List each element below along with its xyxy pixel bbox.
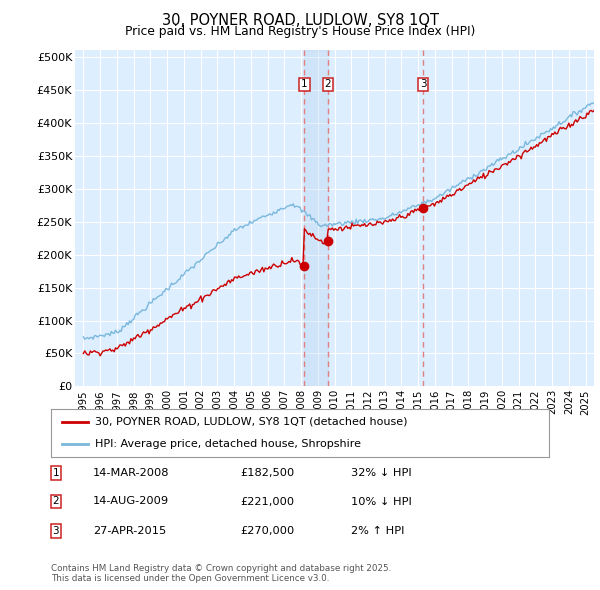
Text: 3: 3 — [420, 80, 427, 90]
Text: 30, POYNER ROAD, LUDLOW, SY8 1QT (detached house): 30, POYNER ROAD, LUDLOW, SY8 1QT (detach… — [95, 417, 407, 427]
Text: 2: 2 — [325, 80, 331, 90]
Text: 14-AUG-2009: 14-AUG-2009 — [93, 497, 169, 506]
Text: 1: 1 — [52, 468, 59, 478]
Text: 10% ↓ HPI: 10% ↓ HPI — [351, 497, 412, 506]
Text: £270,000: £270,000 — [240, 526, 294, 536]
Text: 1: 1 — [301, 80, 308, 90]
Text: 14-MAR-2008: 14-MAR-2008 — [93, 468, 170, 478]
Text: Contains HM Land Registry data © Crown copyright and database right 2025.
This d: Contains HM Land Registry data © Crown c… — [51, 563, 391, 583]
Text: 3: 3 — [52, 526, 59, 536]
Text: 32% ↓ HPI: 32% ↓ HPI — [351, 468, 412, 478]
Text: £221,000: £221,000 — [240, 497, 294, 506]
Text: £182,500: £182,500 — [240, 468, 294, 478]
Text: 30, POYNER ROAD, LUDLOW, SY8 1QT: 30, POYNER ROAD, LUDLOW, SY8 1QT — [161, 13, 439, 28]
Text: 27-APR-2015: 27-APR-2015 — [93, 526, 166, 536]
Text: HPI: Average price, detached house, Shropshire: HPI: Average price, detached house, Shro… — [95, 439, 361, 449]
Bar — [304, 50, 328, 386]
Text: Price paid vs. HM Land Registry's House Price Index (HPI): Price paid vs. HM Land Registry's House … — [125, 25, 475, 38]
Text: 2% ↑ HPI: 2% ↑ HPI — [351, 526, 404, 536]
Text: 2: 2 — [52, 497, 59, 506]
